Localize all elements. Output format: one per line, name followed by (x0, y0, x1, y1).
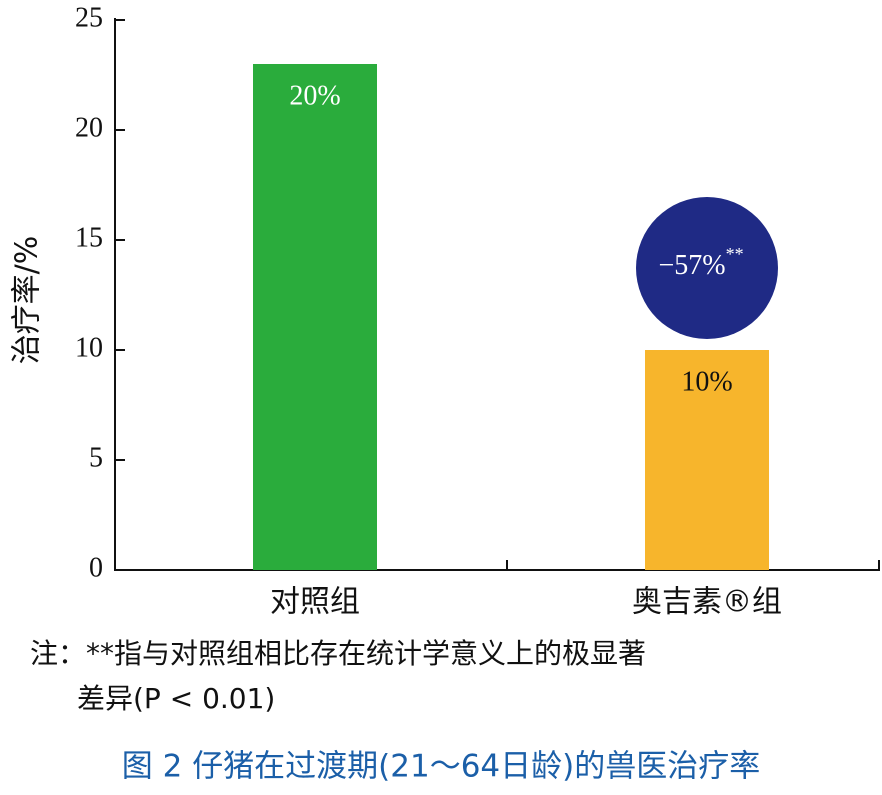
y-tick-label: 25 (75, 2, 103, 33)
note-line: 差异(P < 0.01) (77, 682, 275, 715)
x-tick-label: 奥吉素®组 (632, 585, 782, 620)
y-tick-label: 10 (75, 332, 103, 363)
note-line: 注：**指与对照组相比存在统计学意义上的极显著 (30, 637, 646, 670)
caption: 图 2 仔猪在过渡期(21～64日龄)的兽医治疗率 (122, 749, 761, 785)
y-tick-label: 5 (89, 442, 103, 473)
badge-superscript: ** (726, 244, 744, 264)
x-tick-label: 对照组 (270, 585, 360, 620)
y-tick-label: 15 (75, 222, 103, 253)
bar (253, 64, 377, 570)
bar-annotation: 20% (289, 80, 340, 111)
bar (645, 350, 769, 570)
badge-text: −57% (658, 250, 725, 281)
badge-label: −57%** (658, 244, 743, 281)
badge-circle (636, 197, 778, 339)
y-tick-label: 20 (75, 112, 103, 143)
y-axis-label: 治疗率/% (10, 236, 45, 365)
bar-annotation: 10% (681, 366, 732, 397)
y-tick-label: 0 (89, 552, 103, 583)
